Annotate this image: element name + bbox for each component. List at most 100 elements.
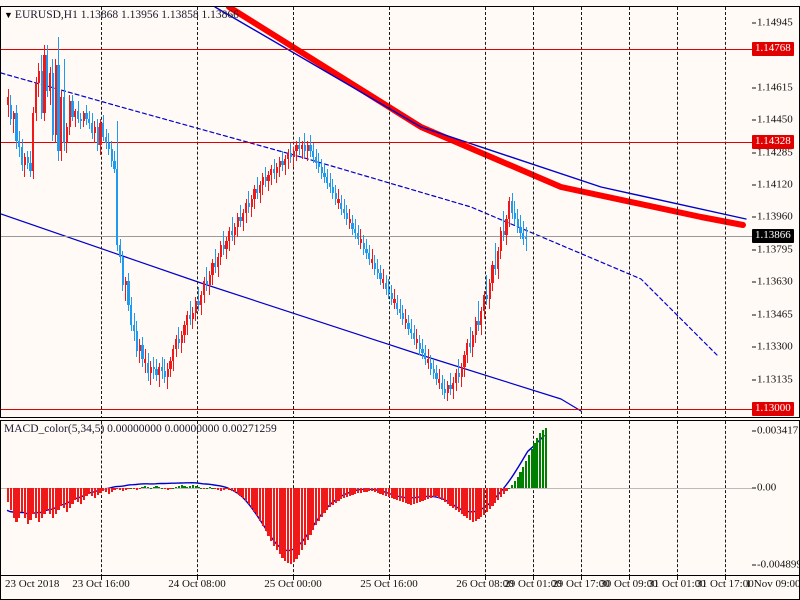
candle	[29, 7, 32, 417]
candle	[102, 7, 105, 417]
trendline-thick-red-downtrend[interactable]	[226, 7, 746, 228]
candle-body	[180, 335, 183, 343]
candle	[74, 7, 77, 417]
candle	[21, 7, 24, 417]
macd-histogram-bar	[287, 488, 290, 563]
candle	[329, 7, 332, 417]
macd-histogram-bar	[205, 488, 208, 489]
macd-axis[interactable]: 0.003417 0.00 -0.004899	[752, 420, 800, 576]
trendline-solid-blue-lower-channel[interactable]	[1, 213, 582, 412]
macd-histogram-bar	[530, 449, 533, 488]
candle-body	[152, 367, 155, 369]
candle	[348, 7, 351, 417]
macd-histogram-bar	[85, 488, 88, 496]
time-axis-label: 30 Oct 09:00	[600, 578, 658, 590]
macd-histogram-bar	[471, 488, 474, 522]
candle-wick	[284, 155, 286, 175]
candle-wick	[477, 301, 479, 331]
candle-body	[449, 385, 452, 389]
macd-histogram-bar	[525, 461, 528, 488]
candle-body	[203, 281, 206, 295]
candle-wick	[270, 165, 272, 185]
time-axis-tick	[293, 576, 294, 580]
macd-histogram-bar	[121, 488, 124, 491]
candle	[371, 7, 374, 417]
trendline-dashed-blue-upper-channel[interactable]	[1, 72, 718, 356]
macd-histogram-bar	[79, 488, 82, 504]
collapse-arrow-icon[interactable]: ▼	[4, 9, 13, 20]
macd-axis-tick	[752, 487, 756, 489]
macd-histogram-bar	[329, 488, 332, 507]
candle-body	[452, 383, 455, 389]
candle	[91, 7, 94, 417]
trendline-thin-blue-downtrend[interactable]	[214, 7, 747, 220]
candle	[393, 7, 396, 417]
candle-body	[231, 231, 234, 235]
macd-histogram-bar	[46, 488, 49, 510]
candle	[99, 7, 102, 417]
price-level-tag-1.13866[interactable]: 1.13866	[752, 229, 794, 243]
candle-body	[480, 311, 483, 325]
price-axis-label: 1.13630	[757, 275, 793, 288]
candle	[51, 7, 54, 417]
candle	[79, 7, 82, 417]
macd-histogram-bar	[161, 488, 164, 489]
macd-histogram-bar	[441, 488, 444, 500]
price-axis[interactable]: 1.14945 1.14615 1.14450 1.14285 1.14120 1.139…	[752, 6, 800, 418]
macd-histogram-bar	[315, 488, 318, 525]
price-level-tag-1.14768[interactable]: 1.14768	[752, 42, 794, 56]
candle-body	[326, 177, 329, 183]
candle-wick	[13, 111, 15, 133]
candle-body	[301, 145, 304, 149]
grid-line-vertical	[101, 421, 102, 575]
candle-body	[46, 55, 49, 91]
candle-body	[455, 373, 458, 383]
macd-histogram-bar	[149, 488, 152, 489]
candle-body	[116, 169, 119, 245]
candle-body	[189, 315, 192, 319]
candle	[180, 7, 183, 417]
price-axis-tick	[752, 87, 756, 89]
candle	[32, 7, 35, 417]
candle-body	[404, 319, 407, 323]
macd-histogram-bar	[37, 488, 40, 522]
macd-histogram-bar	[144, 486, 147, 488]
candle	[228, 7, 231, 417]
candle	[116, 7, 119, 417]
macd-histogram-bar	[345, 488, 348, 497]
macd-histogram-bar	[348, 488, 351, 496]
candle-body	[483, 295, 486, 311]
macd-histogram-bar	[186, 487, 189, 488]
macd-histogram-bar	[60, 488, 63, 506]
candle-body	[191, 313, 194, 319]
price-level-tag-1.13000[interactable]: 1.13000	[752, 402, 794, 416]
macd-histogram-bar	[399, 488, 402, 501]
candle-body	[429, 363, 432, 369]
candle-body	[175, 339, 178, 349]
price-chart-panel[interactable]: ▼ EURUSD,H1 1.13868 1.13956 1.13858 1.138…	[0, 6, 752, 418]
candle-wick	[503, 211, 505, 241]
price-level-line-1.14768	[1, 49, 752, 50]
candle	[432, 7, 435, 417]
macd-histogram-bar	[284, 488, 287, 561]
macd-histogram-bar	[354, 488, 357, 494]
candle-body	[463, 355, 466, 367]
candle-body	[491, 265, 494, 283]
macd-histogram-bar	[539, 433, 542, 488]
candle	[401, 7, 404, 417]
candle	[161, 7, 164, 417]
macd-histogram-bar	[32, 488, 35, 514]
candle-body	[236, 217, 239, 227]
macd-histogram-bar	[236, 488, 239, 494]
candle	[407, 7, 410, 417]
candle	[40, 7, 43, 417]
macd-histogram-bar	[385, 488, 388, 496]
candle-body	[309, 145, 312, 151]
macd-histogram-bar	[301, 488, 304, 550]
time-axis[interactable]: 23 Oct 2018 23 Oct 16:00 24 Oct 08:00 25 Oc…	[0, 576, 800, 600]
macd-chart-panel[interactable]: MACD_color(5,34,5) 0.00000000 0.00000000…	[0, 420, 752, 576]
candle	[105, 7, 108, 417]
time-axis-tick	[389, 576, 390, 580]
candle-wick	[139, 339, 141, 363]
price-level-tag-1.14328[interactable]: 1.14328	[752, 135, 794, 149]
